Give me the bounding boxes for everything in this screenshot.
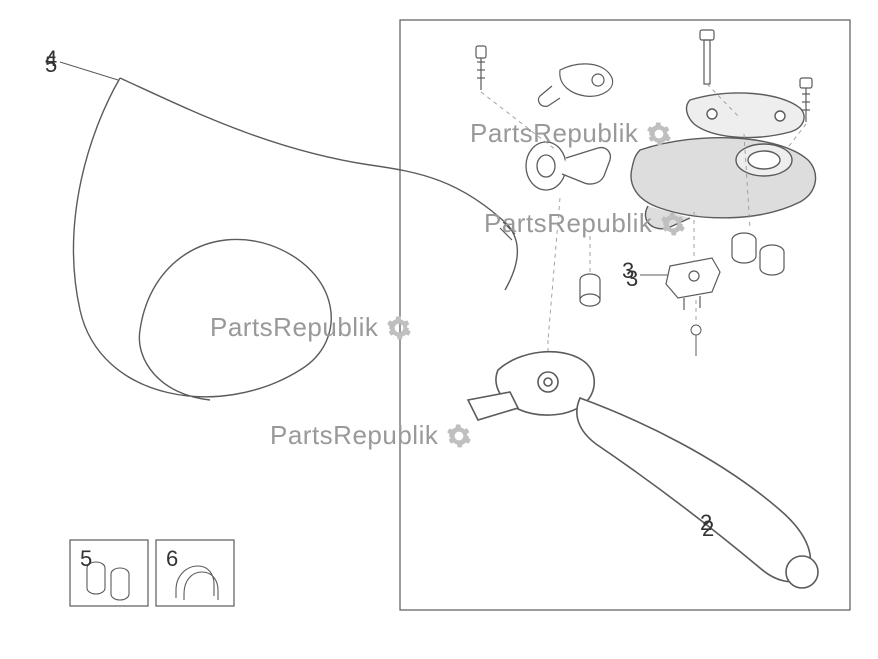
label-5: 5 [80, 546, 92, 572]
part-bushing-pair [732, 233, 784, 275]
label-6: 6 [166, 546, 178, 572]
part-pivot-bushing [580, 274, 600, 306]
parts-diagram [0, 0, 878, 659]
part-clamp-body [631, 138, 816, 229]
part-switch-screw [691, 325, 701, 356]
callout-line-4 [60, 62, 118, 80]
part-microswitch [666, 258, 720, 310]
part-lever [468, 352, 818, 588]
label-4: 4 [45, 46, 57, 72]
part-cylinder-boss [526, 142, 610, 190]
detail-5-content [87, 562, 129, 600]
part-bracket-small [538, 64, 612, 106]
part-cable [74, 78, 518, 400]
detail-6-content [176, 566, 218, 600]
part-screw-left [476, 46, 486, 90]
label-2: 2 [700, 510, 712, 536]
part-clamp-cap [687, 93, 805, 138]
label-3: 3 [622, 258, 634, 284]
part-bolt-top [700, 30, 714, 84]
